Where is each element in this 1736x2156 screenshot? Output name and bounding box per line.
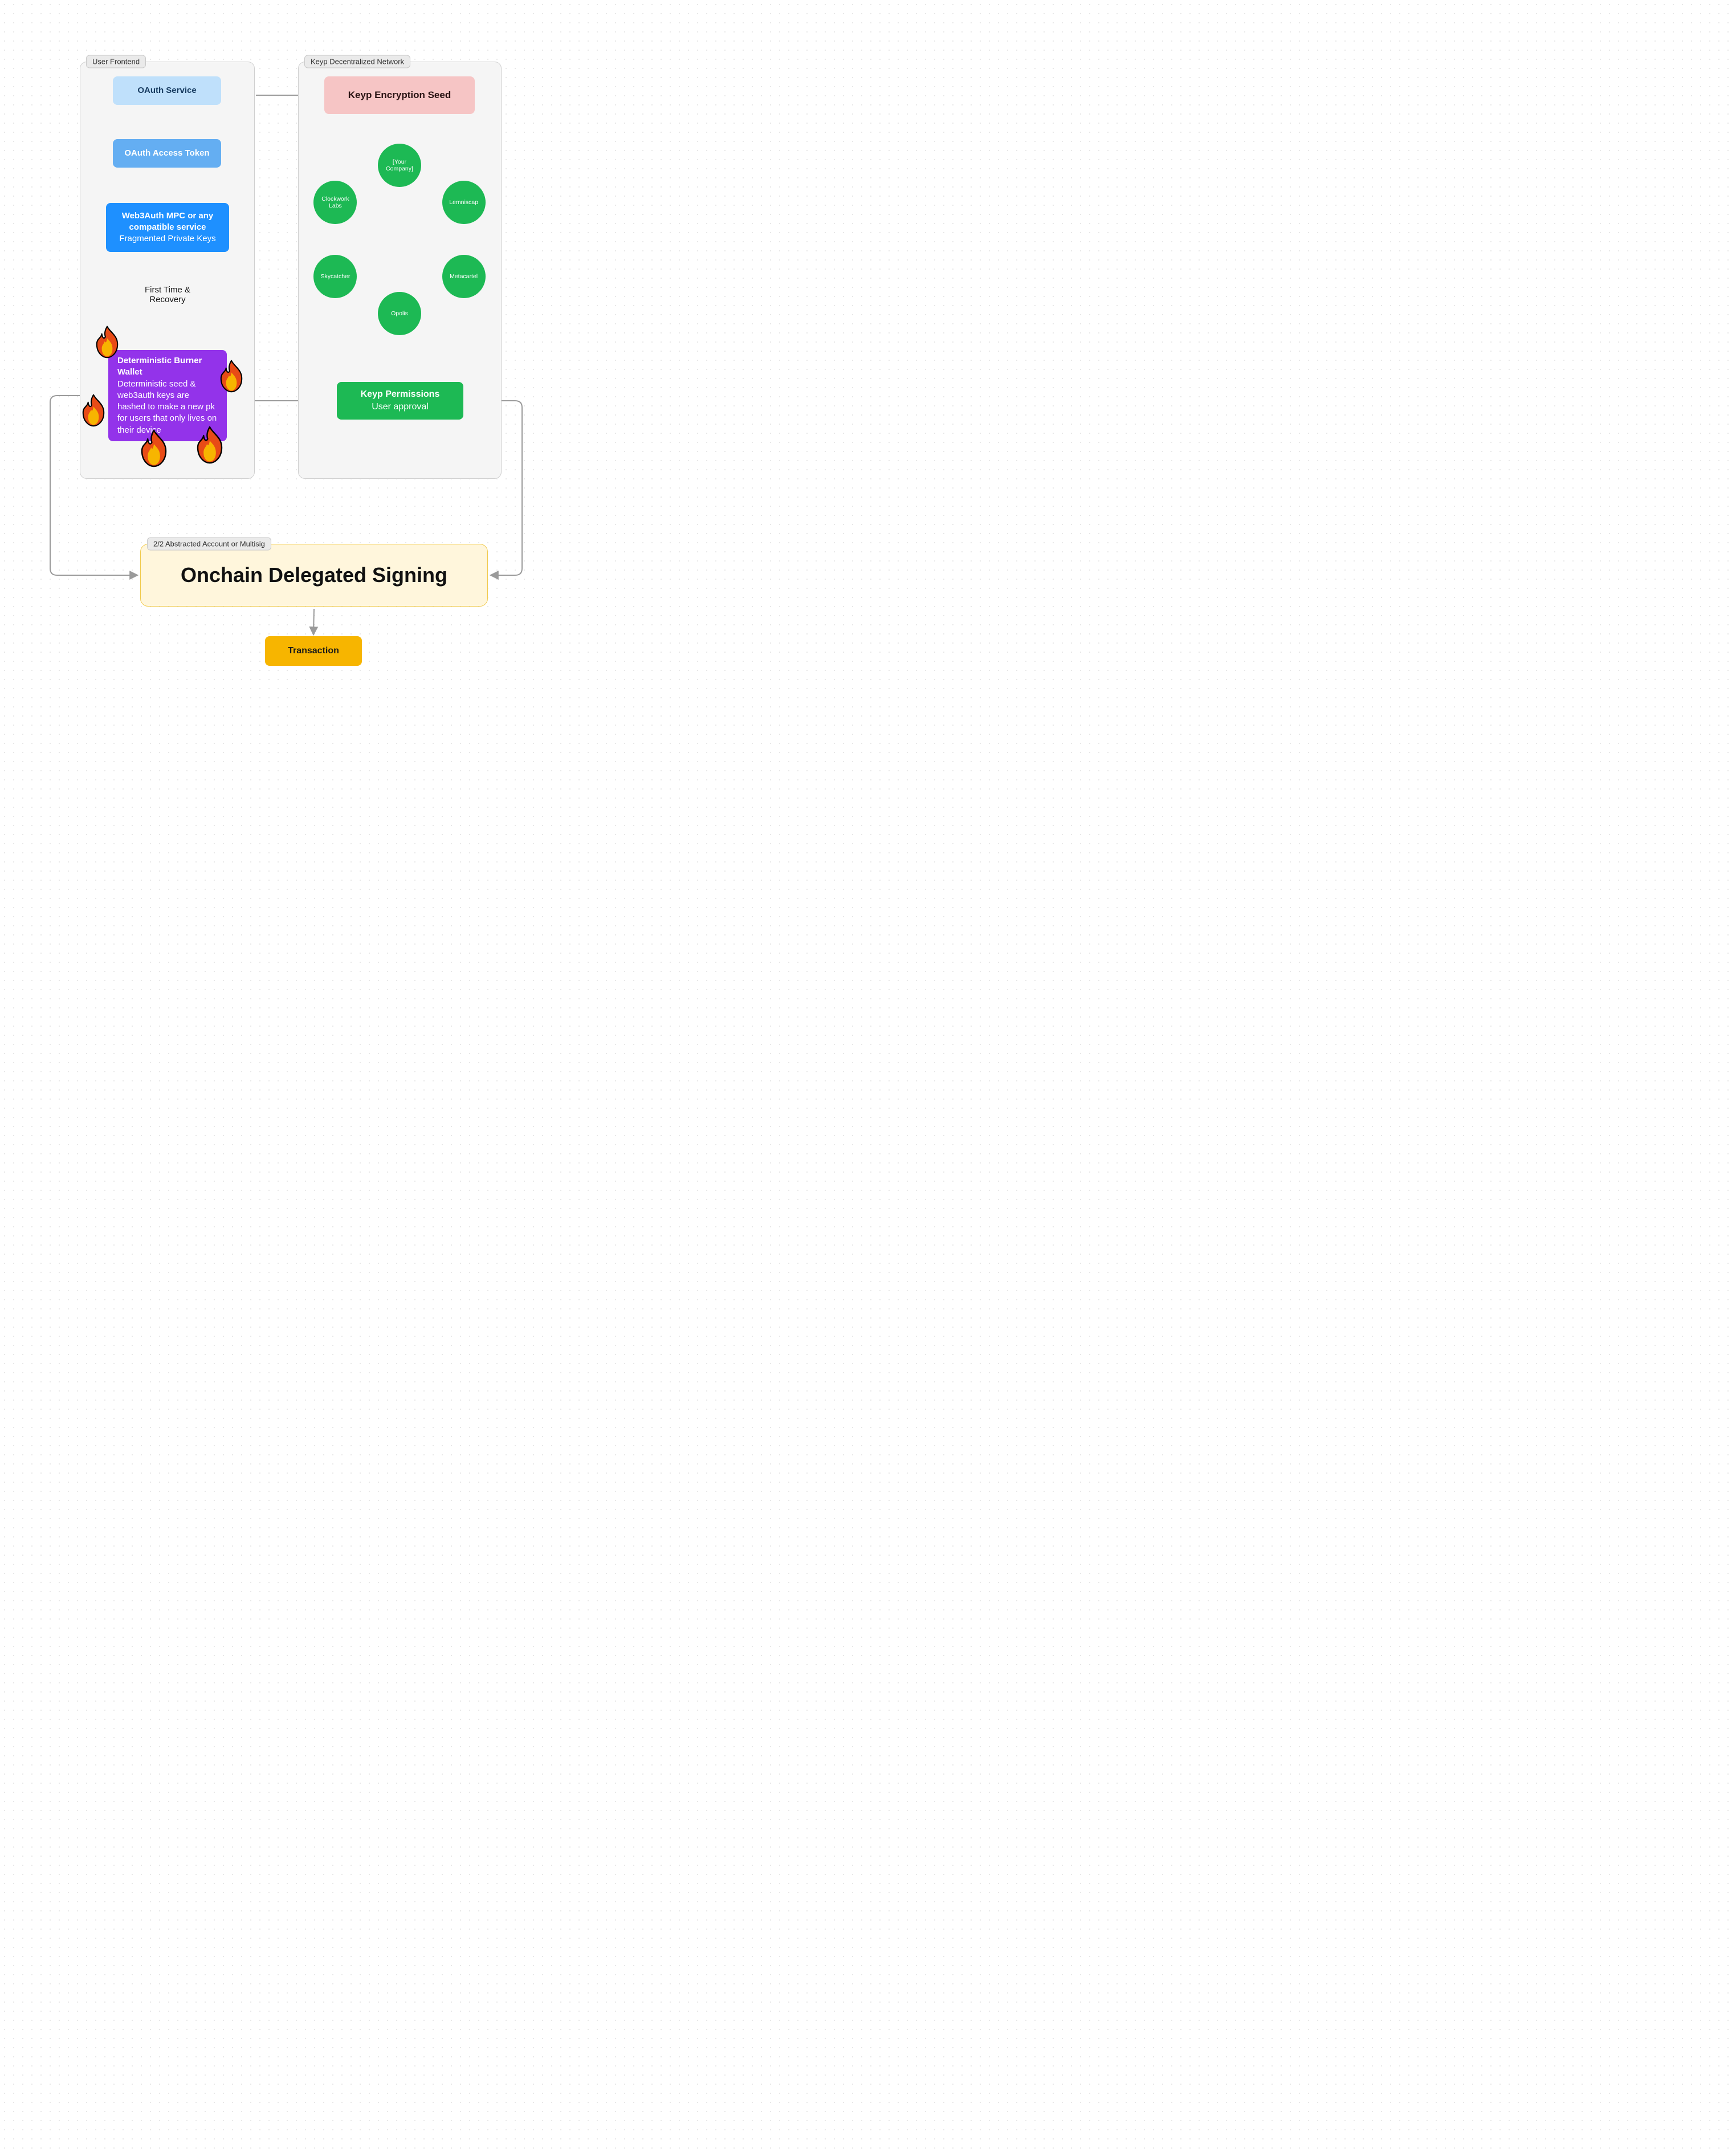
network-node: Metacartel — [442, 255, 486, 298]
network-node: Clockwork Labs — [313, 181, 357, 224]
node-title: Keyp Encryption Seed — [348, 89, 451, 102]
node-subtitle: Deterministic seed & web3auth keys are h… — [117, 379, 218, 436]
node-transaction: Transaction — [265, 636, 362, 666]
node-burner-wallet: Deterministic Burner Wallet Deterministi… — [108, 350, 227, 441]
edge-label-first-time: First Time & Recovery — [136, 284, 199, 306]
node-title: Onchain Delegated Signing — [181, 562, 447, 589]
node-subtitle: User approval — [372, 401, 429, 413]
panel-label-keyp: Keyp Decentralized Network — [304, 55, 410, 68]
node-title: OAuth Service — [137, 85, 196, 96]
network-node: Skycatcher — [313, 255, 357, 298]
node-oauth-service: OAuth Service — [113, 76, 221, 105]
node-title: Web3Auth MPC or any compatible service — [115, 210, 220, 234]
node-subtitle: Fragmented Private Keys — [119, 233, 215, 245]
panel-label-frontend: User Frontend — [86, 55, 146, 68]
node-title: Transaction — [288, 645, 339, 657]
panel-label-signing: 2/2 Abstracted Account or Multisig — [147, 538, 271, 551]
node-title: Deterministic Burner Wallet — [117, 355, 218, 379]
network-node: [Your Company] — [378, 144, 421, 187]
network-node: Lemniscap — [442, 181, 486, 224]
network-node: Opolis — [378, 292, 421, 335]
node-keyp-permissions: Keyp Permissions User approval — [337, 382, 463, 420]
node-keyp-seed: Keyp Encryption Seed — [324, 76, 475, 114]
node-web3auth: Web3Auth MPC or any compatible service F… — [106, 203, 229, 252]
node-oauth-token: OAuth Access Token — [113, 139, 221, 168]
node-title: OAuth Access Token — [124, 148, 209, 159]
node-title: Keyp Permissions — [361, 388, 440, 401]
node-onchain-signing: Onchain Delegated Signing — [140, 544, 488, 607]
